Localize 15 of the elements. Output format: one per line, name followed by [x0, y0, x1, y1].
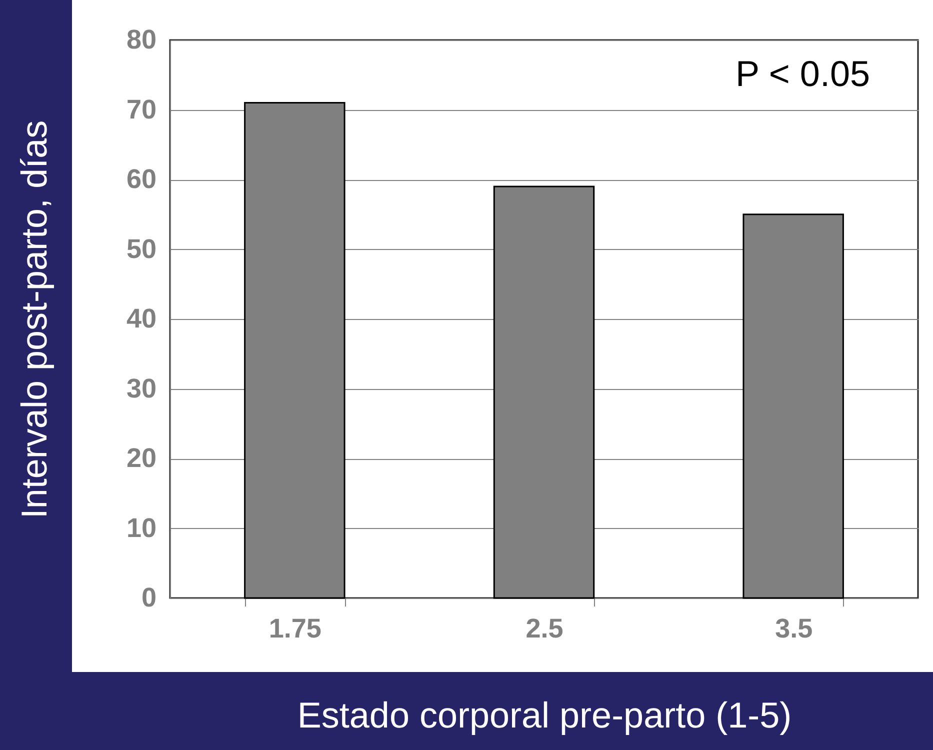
x-tick-label: 1.75	[268, 614, 322, 644]
y-tick-label: 80	[126, 24, 156, 54]
y-tick-label: 40	[126, 304, 156, 334]
y-tick-label: 10	[126, 512, 156, 543]
annotation: P < 0.05	[736, 53, 870, 94]
x-axis-title: Estado corporal pre-parto (1-5)	[297, 694, 792, 736]
x-tick-label: 3.5	[775, 614, 813, 644]
y-tick-label: 60	[126, 164, 156, 194]
y-tick-label: 50	[126, 234, 156, 264]
y-tick-label: 0	[141, 582, 156, 612]
y-tick-label: 20	[126, 443, 156, 473]
y-tick-label: 30	[126, 373, 156, 404]
y-axis-title: Intervalo post-parto, días	[14, 120, 54, 519]
y-tick-label: 70	[126, 94, 156, 124]
x-tick-label: 2.5	[526, 614, 564, 644]
